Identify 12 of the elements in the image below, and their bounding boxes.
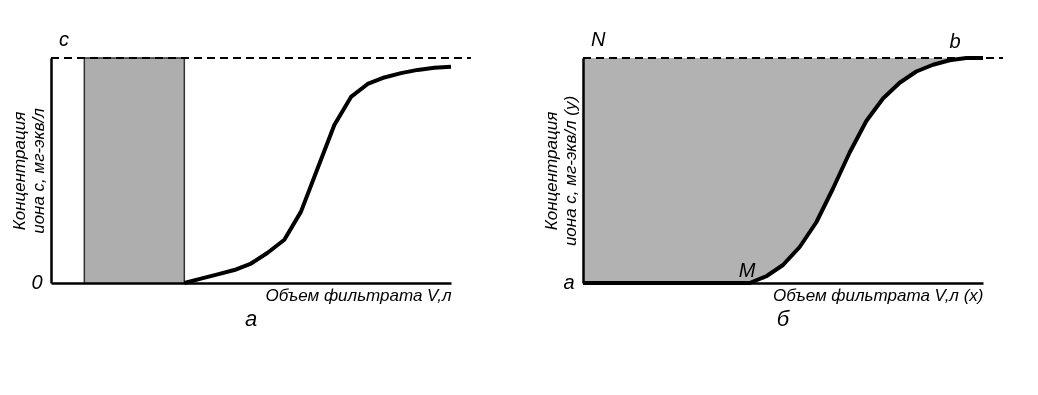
y-axis-title: Концентрация иона c, мг-экв/л [9, 107, 48, 234]
annotation: M [738, 259, 756, 281]
x-axis-title: Объем фильтрата V,л [265, 285, 452, 305]
text: б [776, 306, 791, 331]
x-axis-title: Объем фильтрата V,л (x) [772, 285, 984, 305]
text: 0 [31, 271, 43, 293]
ref-line-label: N [591, 28, 606, 50]
text: a [563, 271, 575, 293]
y-axis-title: Концентрация иона c, мг-экв/л (y) [541, 95, 580, 247]
annotation: b [949, 30, 961, 52]
text: а [244, 306, 258, 331]
ref-line-label: c [59, 28, 69, 50]
